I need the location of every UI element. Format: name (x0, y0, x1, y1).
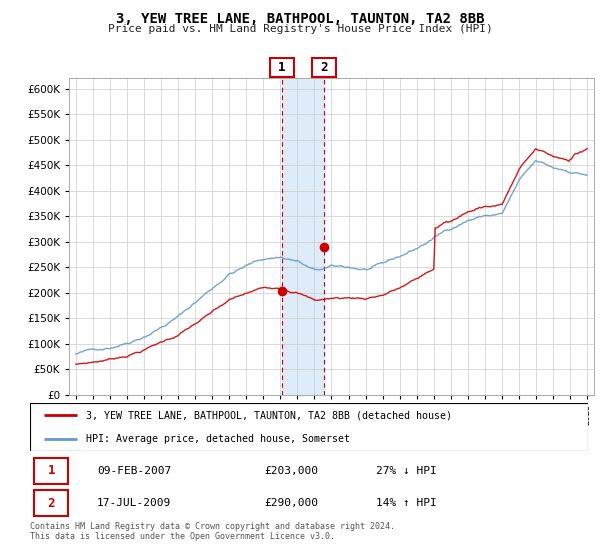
FancyBboxPatch shape (312, 58, 335, 77)
Bar (282, 78, 323, 395)
Text: £203,000: £203,000 (265, 466, 319, 476)
Text: £290,000: £290,000 (265, 498, 319, 508)
Text: Price paid vs. HM Land Registry's House Price Index (HPI): Price paid vs. HM Land Registry's House … (107, 24, 493, 34)
Text: Contains HM Land Registry data © Crown copyright and database right 2024.
This d: Contains HM Land Registry data © Crown c… (30, 522, 395, 542)
Text: 14% ↑ HPI: 14% ↑ HPI (376, 498, 437, 508)
Text: 1: 1 (47, 464, 55, 478)
Text: 09-FEB-2007: 09-FEB-2007 (97, 466, 171, 476)
FancyBboxPatch shape (34, 491, 68, 516)
Text: 27% ↓ HPI: 27% ↓ HPI (376, 466, 437, 476)
Text: 3, YEW TREE LANE, BATHPOOL, TAUNTON, TA2 8BB: 3, YEW TREE LANE, BATHPOOL, TAUNTON, TA2… (116, 12, 484, 26)
Text: 2: 2 (320, 61, 328, 74)
Text: 1: 1 (278, 61, 286, 74)
FancyBboxPatch shape (30, 403, 588, 451)
Text: 2: 2 (47, 497, 55, 510)
Text: 17-JUL-2009: 17-JUL-2009 (97, 498, 171, 508)
FancyBboxPatch shape (270, 58, 294, 77)
Text: HPI: Average price, detached house, Somerset: HPI: Average price, detached house, Some… (86, 434, 350, 444)
FancyBboxPatch shape (34, 458, 68, 484)
Text: 3, YEW TREE LANE, BATHPOOL, TAUNTON, TA2 8BB (detached house): 3, YEW TREE LANE, BATHPOOL, TAUNTON, TA2… (86, 410, 452, 420)
